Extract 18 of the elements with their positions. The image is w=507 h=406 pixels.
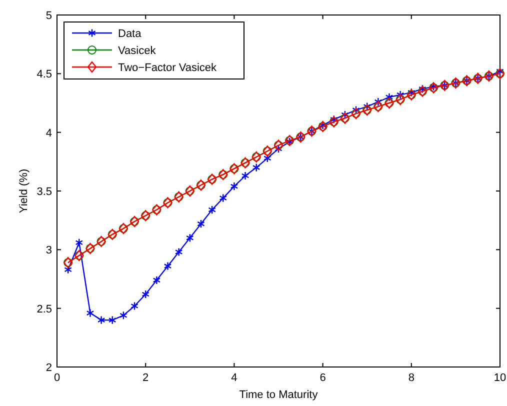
x-tick-label: 0: [54, 372, 60, 384]
x-tick-label: 8: [408, 372, 414, 384]
x-axis-title: Time to Maturity: [239, 389, 318, 401]
x-tick-label: 2: [142, 372, 149, 384]
y-tick-label: 5: [46, 10, 52, 22]
y-axis-title: Yield (%): [18, 168, 30, 214]
x-tick-label: 4: [231, 372, 238, 384]
y-tick-label: 2: [46, 362, 52, 374]
y-tick-label: 4: [46, 127, 52, 140]
y-tick-label: 3: [46, 244, 52, 257]
legend-label: Two−Factor Vasicek: [118, 62, 218, 74]
y-tick-label: 3.5: [36, 186, 52, 198]
x-tick-label: 10: [494, 372, 506, 384]
x-tick-label: 6: [320, 372, 326, 384]
y-tick-label: 4.5: [36, 68, 52, 81]
legend-label: Vasicek: [118, 45, 156, 57]
y-tick-label: 2.5: [36, 303, 52, 316]
legend-label: Data: [118, 28, 142, 40]
